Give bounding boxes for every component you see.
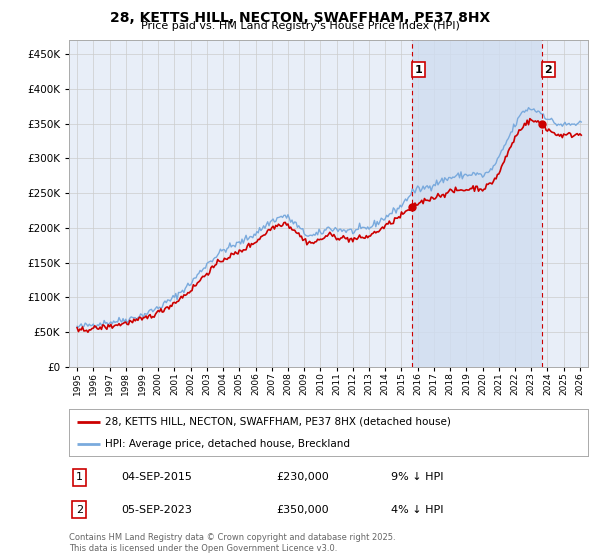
Text: 2: 2 xyxy=(76,505,83,515)
Bar xyxy=(412,40,542,367)
Text: Contains HM Land Registry data © Crown copyright and database right 2025.
This d: Contains HM Land Registry data © Crown c… xyxy=(69,533,395,553)
Text: 4% ↓ HPI: 4% ↓ HPI xyxy=(391,505,443,515)
Text: 2: 2 xyxy=(545,64,552,74)
Text: 1: 1 xyxy=(76,472,83,482)
Text: 9% ↓ HPI: 9% ↓ HPI xyxy=(391,472,443,482)
Text: 1: 1 xyxy=(415,64,422,74)
Text: 28, KETTS HILL, NECTON, SWAFFHAM, PE37 8HX (detached house): 28, KETTS HILL, NECTON, SWAFFHAM, PE37 8… xyxy=(106,417,451,427)
Text: £230,000: £230,000 xyxy=(277,472,329,482)
Text: Price paid vs. HM Land Registry's House Price Index (HPI): Price paid vs. HM Land Registry's House … xyxy=(140,21,460,31)
Text: 05-SEP-2023: 05-SEP-2023 xyxy=(121,505,192,515)
Text: 04-SEP-2015: 04-SEP-2015 xyxy=(121,472,192,482)
Text: £350,000: £350,000 xyxy=(277,505,329,515)
Text: 28, KETTS HILL, NECTON, SWAFFHAM, PE37 8HX: 28, KETTS HILL, NECTON, SWAFFHAM, PE37 8… xyxy=(110,11,490,25)
Text: HPI: Average price, detached house, Breckland: HPI: Average price, detached house, Brec… xyxy=(106,438,350,449)
